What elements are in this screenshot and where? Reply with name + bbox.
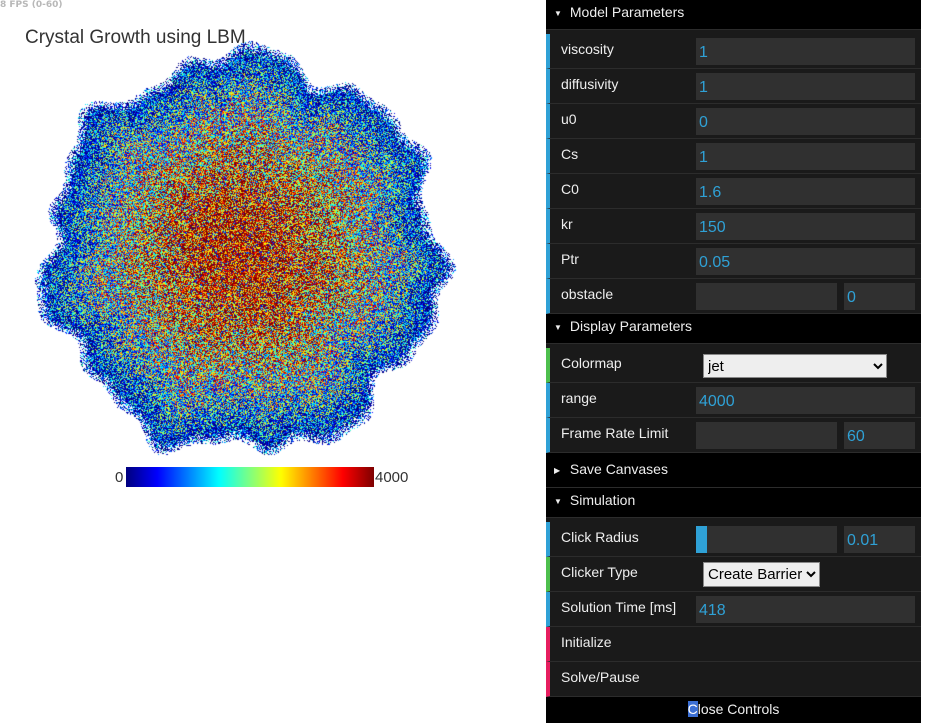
param-label: C0 — [561, 181, 579, 197]
close-controls-first-letter: C — [687, 701, 698, 717]
param-label: kr — [561, 216, 573, 232]
param-row-frame-rate-limit: Frame Rate Limit — [546, 418, 921, 453]
slider-fill — [696, 526, 708, 553]
param-row-solution-time: Solution Time [ms] — [546, 592, 921, 627]
param-row-kr: kr — [546, 209, 921, 244]
ptr-input[interactable] — [696, 248, 915, 275]
param-label: Cs — [561, 146, 579, 162]
param-row-clicker-type: Clicker Type Create Barrier — [546, 557, 921, 592]
controls-panel: ▼ Model Parameters viscosity diffusivity… — [546, 0, 921, 723]
param-row-obstacle: obstacle — [546, 279, 921, 314]
param-label: viscosity — [561, 41, 614, 57]
colormap-select[interactable]: jet — [703, 354, 887, 378]
cs-input[interactable] — [696, 143, 915, 170]
param-row-c0: C0 — [546, 174, 921, 209]
param-row-u0: u0 — [546, 104, 921, 139]
obstacle-slider[interactable] — [696, 283, 837, 310]
param-row-cs: Cs — [546, 139, 921, 174]
button-label: Solve/Pause — [561, 669, 640, 685]
param-label: Solution Time [ms] — [561, 599, 677, 615]
kr-input[interactable] — [696, 213, 915, 240]
colorbar — [126, 467, 374, 487]
param-label: Clicker Type — [561, 564, 638, 580]
param-label: obstacle — [561, 286, 614, 302]
param-row-range: range — [546, 383, 921, 418]
folder-simulation[interactable]: ▼ Simulation — [546, 488, 921, 518]
param-label: Colormap — [561, 355, 622, 371]
param-row-colormap: Colormap jet — [546, 348, 921, 383]
triangle-down-icon: ▼ — [554, 323, 562, 332]
u0-input[interactable] — [696, 108, 915, 135]
crystal-simulation-canvas[interactable] — [30, 40, 460, 460]
folder-save-canvases[interactable]: ▶ Save Canvases — [546, 453, 921, 488]
colorbar-min-label: 0 — [115, 469, 124, 486]
frame-rate-slider[interactable] — [696, 422, 837, 449]
param-row-viscosity: viscosity — [546, 34, 921, 69]
folder-title-label: Save Canvases — [569, 461, 668, 477]
range-input[interactable] — [696, 387, 915, 414]
click-radius-input[interactable] — [844, 526, 915, 553]
param-row-click-radius: Click Radius — [546, 522, 921, 557]
diffusivity-input[interactable] — [696, 73, 915, 100]
solve-pause-button[interactable]: Solve/Pause — [546, 662, 921, 697]
folder-title-label: Simulation — [569, 492, 636, 508]
param-row-ptr: Ptr — [546, 244, 921, 279]
triangle-right-icon: ▶ — [554, 466, 561, 475]
close-controls-button[interactable]: Close Controls — [546, 697, 921, 723]
triangle-down-icon: ▼ — [554, 497, 562, 506]
folder-display-parameters[interactable]: ▼ Display Parameters — [546, 314, 921, 344]
colorbar-max-label: 4000 — [375, 469, 409, 486]
param-label: range — [561, 390, 597, 406]
click-radius-slider[interactable] — [696, 526, 837, 553]
c0-input[interactable] — [696, 178, 915, 205]
close-controls-label-rest: lose Controls — [697, 701, 780, 717]
param-row-diffusivity: diffusivity — [546, 69, 921, 104]
param-label: Frame Rate Limit — [561, 425, 669, 441]
triangle-down-icon: ▼ — [554, 9, 562, 18]
folder-model-parameters[interactable]: ▼ Model Parameters — [546, 0, 921, 30]
folder-title-label: Display Parameters — [569, 318, 693, 334]
frame-rate-input[interactable] — [844, 422, 915, 449]
viscosity-input[interactable] — [696, 38, 915, 65]
folder-title-label: Model Parameters — [569, 4, 685, 20]
obstacle-input[interactable] — [844, 283, 915, 310]
button-label: Initialize — [561, 634, 612, 650]
solution-time-input[interactable] — [696, 596, 915, 623]
simulation-title: Crystal Growth using LBM — [25, 27, 246, 48]
param-label: u0 — [561, 111, 577, 127]
param-label: diffusivity — [561, 76, 619, 92]
fps-counter: 8 FPS (0-60) — [0, 0, 63, 10]
param-label: Ptr — [561, 251, 579, 267]
clicker-type-select[interactable]: Create Barrier — [703, 562, 820, 587]
param-label: Click Radius — [561, 529, 639, 545]
initialize-button[interactable]: Initialize — [546, 627, 921, 662]
